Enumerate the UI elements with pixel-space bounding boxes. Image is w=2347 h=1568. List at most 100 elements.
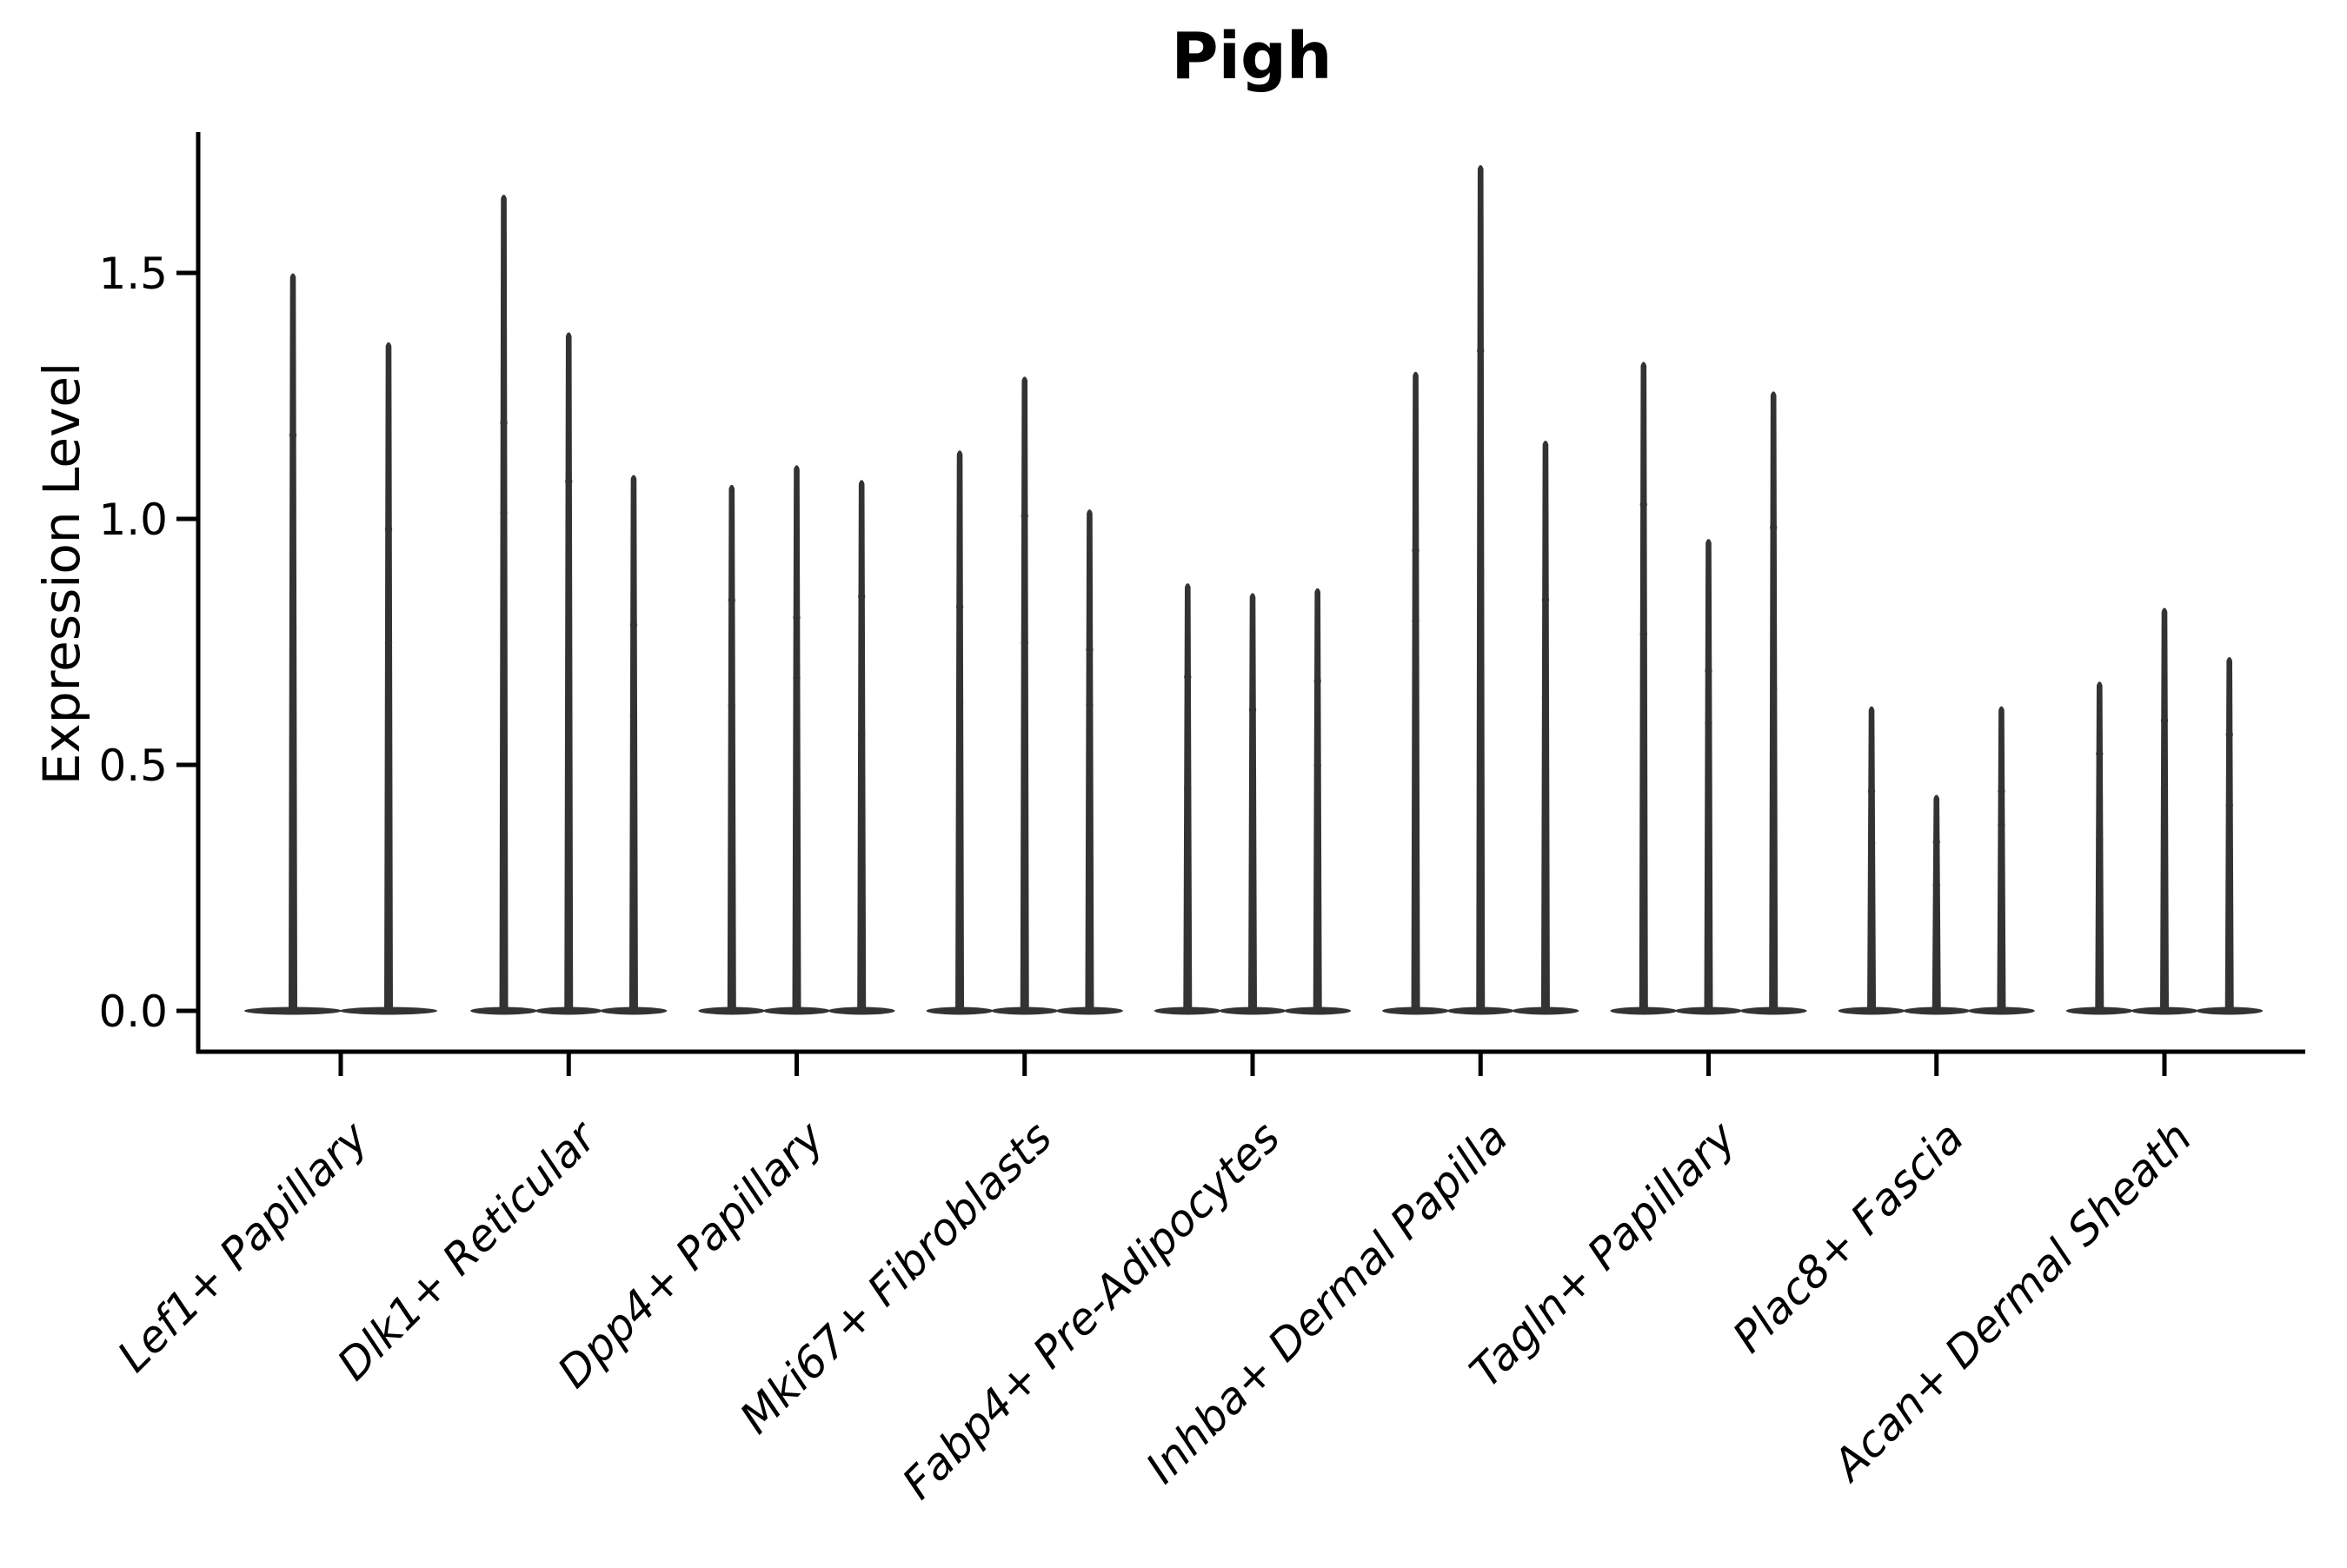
x-tick-label: Inhba+ Dermal Papilla	[1136, 1112, 1517, 1492]
jitter-point	[728, 596, 735, 604]
y-tick-label: 0.5	[98, 741, 168, 791]
jitter-point	[1932, 838, 1940, 846]
jitter-point	[1705, 851, 1712, 859]
jitter-point	[1021, 512, 1028, 520]
jitter-point	[565, 477, 573, 485]
violin	[1248, 593, 1257, 1012]
jitter-point	[565, 783, 573, 791]
y-tick-label: 1.5	[98, 249, 168, 299]
jitter-point	[2225, 872, 2233, 880]
violin	[1313, 588, 1322, 1012]
violin	[1540, 440, 1550, 1012]
jitter-point	[1705, 719, 1712, 727]
jitter-point	[1412, 827, 1420, 836]
violin	[1020, 376, 1029, 1012]
jitter-point	[728, 860, 735, 867]
jitter-point	[384, 639, 393, 647]
jitter-point	[1248, 706, 1257, 714]
jitter-point	[1248, 869, 1257, 877]
jitter-point	[384, 786, 393, 794]
plot-title: Pigh	[1171, 19, 1333, 94]
jitter-point	[1477, 728, 1485, 735]
jitter-point	[1412, 547, 1420, 555]
jitter-point	[1184, 784, 1192, 793]
jitter-point	[1086, 816, 1094, 824]
jitter-point	[955, 850, 964, 858]
jitter-point	[1932, 881, 1940, 889]
violin	[628, 475, 638, 1012]
jitter-point	[1477, 567, 1485, 575]
jitter-point	[1184, 887, 1192, 895]
jitter-point	[793, 614, 801, 621]
jitter-point	[1086, 701, 1094, 709]
jitter-point	[793, 827, 801, 834]
jitter-point	[1770, 523, 1778, 531]
jitter-point	[1086, 646, 1094, 654]
jitter-point	[289, 801, 297, 808]
violin	[1997, 706, 2006, 1012]
jitter-point	[1313, 846, 1321, 854]
jitter-point	[2096, 835, 2104, 844]
violin	[1085, 509, 1094, 1012]
jitter-point	[500, 419, 508, 427]
x-tick-label: Lef1+ Papillary	[108, 1111, 378, 1381]
jitter-point	[1867, 787, 1876, 795]
y-axis-label: Expression Level	[32, 362, 91, 786]
jitter-point	[1248, 777, 1257, 785]
jitter-point	[1639, 501, 1648, 508]
violin	[499, 194, 509, 1012]
jitter-point	[1998, 821, 2005, 829]
jitter-point	[955, 698, 964, 707]
jitter-point	[2160, 874, 2169, 882]
violin	[1183, 583, 1193, 1012]
jitter-point	[2096, 750, 2104, 758]
violin	[792, 465, 801, 1012]
x-tick-label: Plac8+ Fascia	[1723, 1112, 1973, 1362]
jitter-point	[1770, 684, 1778, 693]
jitter-point	[1932, 935, 1940, 944]
jitter-point	[500, 508, 508, 517]
violin	[2095, 681, 2104, 1012]
jitter-point	[1541, 790, 1550, 798]
jitter-point	[1313, 677, 1321, 685]
jitter-point	[1477, 347, 1485, 355]
jitter-point	[728, 701, 735, 709]
jitter-point	[565, 654, 573, 662]
violin	[1639, 362, 1648, 1012]
jitter-point	[1770, 771, 1778, 780]
jitter-point	[2225, 730, 2233, 739]
jitter-point	[1021, 797, 1028, 806]
violin	[727, 484, 736, 1012]
jitter-point	[629, 712, 638, 720]
jitter-point	[384, 525, 393, 533]
violin	[564, 332, 574, 1012]
jitter-point	[1867, 839, 1876, 847]
violin	[1769, 391, 1779, 1012]
violin	[1411, 371, 1420, 1012]
jitter-point	[2225, 801, 2233, 809]
jitter-point	[289, 431, 297, 439]
violin	[289, 273, 297, 1012]
jitter-point	[858, 805, 866, 813]
jitter-point	[955, 603, 964, 611]
jitter-point	[1541, 596, 1550, 604]
violin	[2224, 656, 2234, 1012]
x-tick-label: Fabp4+ Pre-Adipocytes	[893, 1112, 1290, 1509]
jitter-point	[1705, 667, 1712, 674]
jitter-point	[2160, 785, 2169, 793]
jitter-point	[1313, 761, 1321, 769]
jitter-point	[629, 803, 638, 811]
violin	[1867, 706, 1877, 1012]
jitter-point	[2096, 914, 2104, 923]
jitter-point	[1998, 787, 2005, 795]
jitter-point	[1541, 693, 1550, 701]
violin	[955, 450, 965, 1012]
jitter-point	[1412, 616, 1420, 625]
violin	[1476, 164, 1486, 1012]
jitter-point	[1639, 825, 1648, 834]
jitter-point	[858, 593, 866, 601]
jitter-point	[1867, 921, 1876, 929]
jitter-point	[500, 778, 508, 787]
